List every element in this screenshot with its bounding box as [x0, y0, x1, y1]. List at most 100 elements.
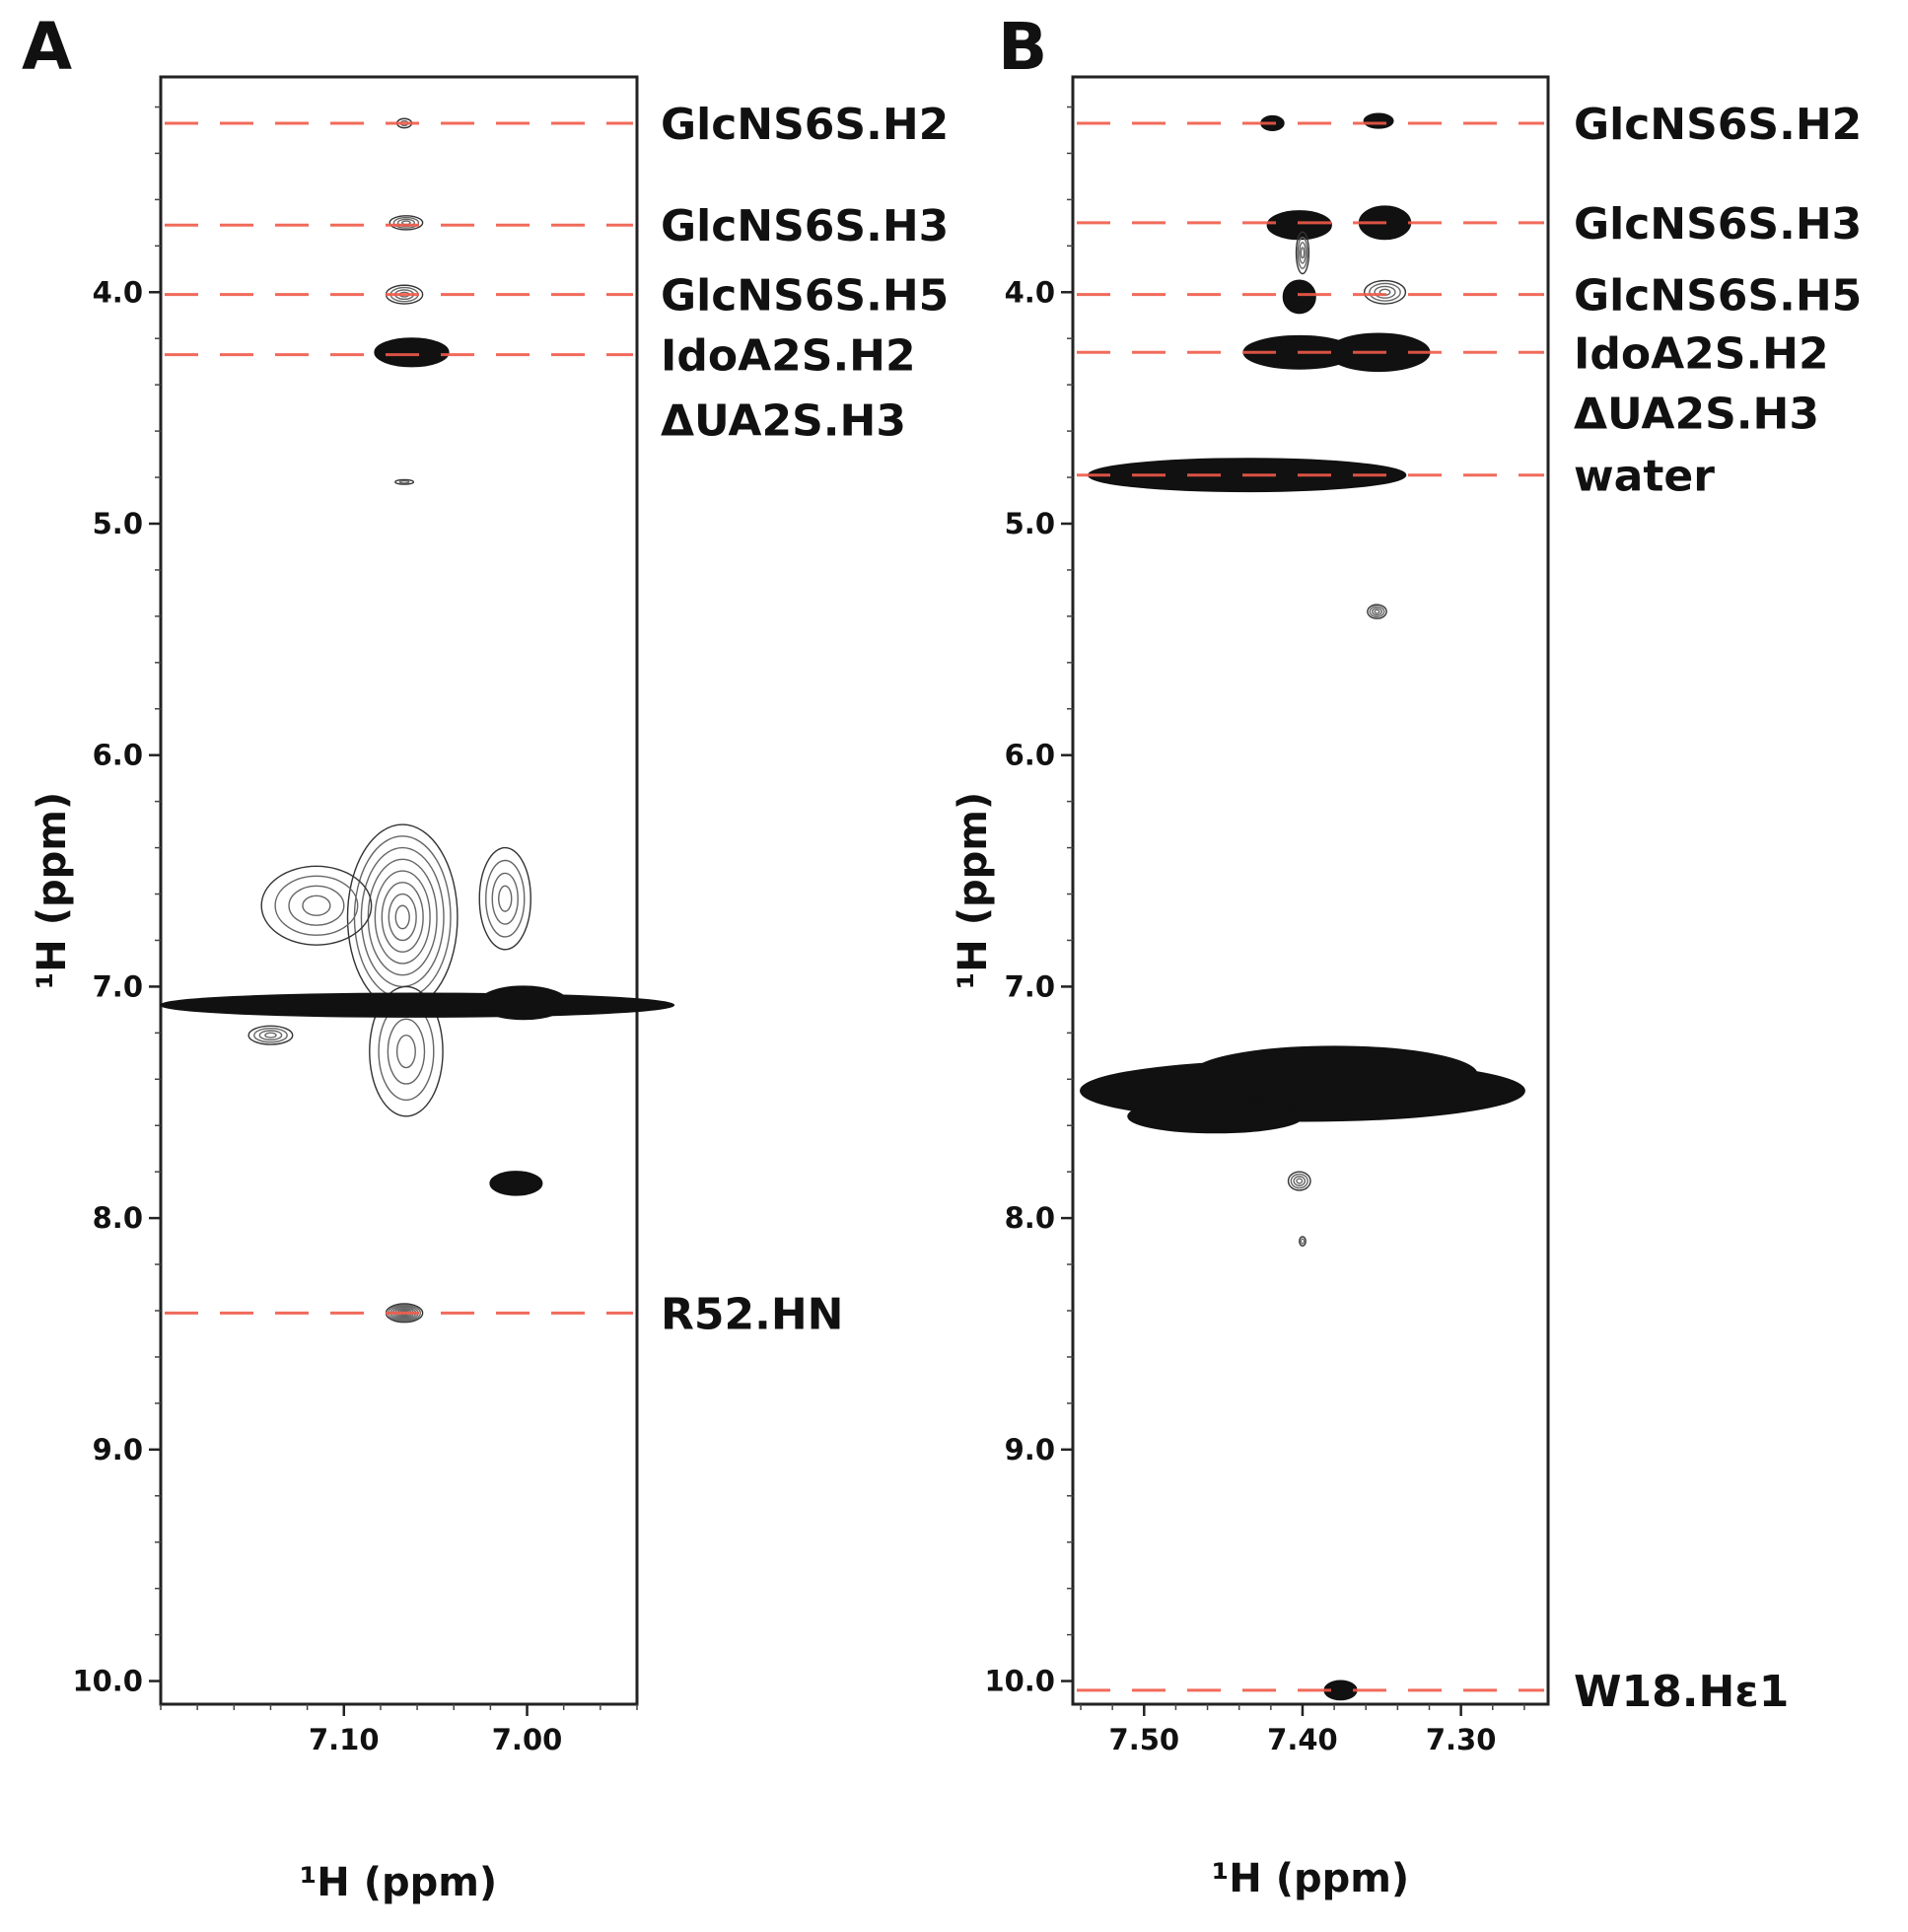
panel-a-peak-contour — [387, 1018, 426, 1085]
panel-a-peak-contour — [388, 893, 417, 942]
panel-b-y-tick-label: 5.0 — [1005, 507, 1055, 540]
panel-a-x-tick-label: 7.00 — [492, 1723, 563, 1756]
panel-a-peak-contour — [394, 478, 415, 485]
panel-b-peak — [1266, 210, 1332, 241]
panel-b-peak — [1367, 604, 1387, 619]
panel-b-peak-core — [1363, 112, 1394, 129]
panel-a-peak — [394, 478, 415, 485]
panel-b-x-tick-label: 7.50 — [1109, 1723, 1180, 1756]
panel-b-peak-contour — [1367, 604, 1387, 619]
panel-a-peak-contour — [394, 904, 410, 930]
panel-a-peak-core — [374, 337, 450, 368]
panel-a-peak-core — [489, 1171, 543, 1196]
panel-b-peak-contour — [1287, 1171, 1311, 1191]
panel-a-x-tick-label: 7.10 — [309, 1723, 380, 1756]
panel-b-y-tick-label: 9.0 — [1005, 1433, 1055, 1467]
panel-a: 4.0 5.0 6.0 7.0 8.0 9.0 10.0 7.10 7.00 GlcNS6S.H2… — [30, 75, 949, 1905]
panel-a-y-tick-label: 10.0 — [72, 1665, 143, 1698]
panel-a-peak-contour — [346, 823, 459, 1011]
panel-b-peak-core — [1190, 1045, 1478, 1104]
panel-b-peak-contour — [1369, 606, 1385, 618]
panel-b-peak-contour — [1299, 1236, 1307, 1247]
panel-a-peak-contour — [302, 894, 331, 916]
panel-b-peak-contour — [1299, 242, 1307, 264]
panel-letter-a: A — [22, 9, 72, 85]
panel-b-peak-contour — [1300, 1238, 1306, 1245]
panel-a-peak-contour — [478, 846, 531, 951]
panel-b-peak — [1363, 279, 1407, 305]
panel-a-assignment-label: IdoA2S.H2 — [661, 331, 916, 382]
panel-a-y-tick-label: 7.0 — [93, 969, 143, 1003]
panel-b-assignment-label: IdoA2S.H2 — [1574, 328, 1829, 379]
panel-b-peak-contour — [1296, 1178, 1304, 1184]
panel-b-peak-contour — [1374, 608, 1380, 614]
panel-b-assignment-label: ΔUA2S.H3 — [1574, 389, 1819, 439]
panel-a-assignment-label: R52.HN — [661, 1289, 843, 1339]
panel-a-y-tick-label: 5.0 — [93, 507, 143, 540]
panel-b-peak — [1295, 231, 1310, 275]
panel-a-peak-contour — [389, 215, 424, 231]
panel-b-peak-contour — [1300, 247, 1306, 259]
panel-a-peak-contour — [367, 858, 438, 976]
panel-b-peak-core — [1127, 1099, 1304, 1134]
panel-b-peak — [1127, 1099, 1304, 1134]
panel-b-peak-contour — [1290, 1173, 1308, 1189]
panel-a-peak-contour — [253, 1027, 288, 1043]
panel-a-y-tick-label: 6.0 — [93, 739, 143, 772]
panel-a-peak-core — [478, 985, 569, 1021]
panel-b-peak-core — [1282, 279, 1316, 315]
panel-a-peak-contour — [381, 882, 424, 953]
panel-b-peak-contour — [1363, 279, 1407, 305]
panel-a-peak-contour — [395, 1034, 416, 1069]
panel-a-peak — [389, 215, 424, 231]
panel-a-peak-contour — [360, 846, 445, 988]
panel-b-peak-contour — [1374, 285, 1396, 299]
panel-b-peak — [1282, 279, 1316, 315]
panel-a-assignment-label: ΔUA2S.H3 — [661, 395, 906, 446]
panel-a-peak — [160, 992, 675, 1018]
panel-a-y-axis-label: ¹H (ppm) — [30, 792, 75, 989]
panel-b-y-tick-label: 10.0 — [984, 1665, 1055, 1698]
panel-b-assignment-label: GlcNS6S.H3 — [1574, 199, 1862, 250]
panel-a-peak — [260, 865, 373, 946]
panel-a-assignment-label: GlcNS6S.H5 — [661, 271, 949, 322]
panel-a-peak-contour — [498, 885, 513, 912]
panel-b-peak — [1287, 1171, 1311, 1191]
panel-b-x-tick-label: 7.30 — [1426, 1723, 1497, 1756]
panel-b-peak — [1299, 1236, 1307, 1247]
panel-b-y-axis-label: ¹H (ppm) — [951, 792, 996, 989]
panel-b-peak-contour — [1293, 1176, 1307, 1186]
panel-b-y-tick-label: 6.0 — [1005, 739, 1055, 772]
panel-a-x-axis-label: ¹H (ppm) — [300, 1860, 497, 1905]
panel-a-peak — [478, 985, 569, 1021]
panel-a-peak — [478, 846, 531, 951]
panel-a-peak-contour — [274, 875, 359, 936]
panel-a-peak — [247, 1025, 294, 1045]
panel-a-peak — [346, 823, 459, 1011]
panel-b-y-tick-label: 7.0 — [1005, 969, 1055, 1003]
panel-a-assignment-label: GlcNS6S.H2 — [661, 100, 949, 150]
panel-a-peak-contour — [485, 859, 526, 938]
panel-a-peak-contour — [258, 1030, 283, 1041]
panel-a-peak — [489, 1171, 543, 1196]
panel-b: 4.0 5.0 6.0 7.0 8.0 9.0 10.0 7.50 7.40 7.30 GlcNS6… — [951, 75, 1862, 1901]
panel-a-frame — [159, 75, 639, 1706]
panel-b-assignment-label: W18.Hε1 — [1574, 1667, 1789, 1717]
panel-b-peak — [1363, 112, 1394, 129]
panel-b-y-tick-label: 4.0 — [1005, 275, 1055, 309]
panel-b-peak-core — [1266, 210, 1332, 241]
panel-b-peak-contour — [1297, 236, 1308, 269]
panel-a-peak-contour — [491, 872, 519, 925]
panel-a-peak-contour — [369, 985, 444, 1117]
panel-b-assignment-label: water — [1574, 452, 1715, 502]
panel-b-peak-contour — [1295, 231, 1310, 275]
panel-a-y-tick-label: 4.0 — [93, 275, 143, 309]
panel-b-peak-contour — [1369, 282, 1401, 302]
panel-b-y-tick-label: 8.0 — [1005, 1201, 1055, 1235]
panel-a-peak-core — [160, 992, 675, 1018]
panel-a-peak — [374, 337, 450, 368]
panel-a-peak-contour — [398, 479, 410, 484]
panel-b-assignment-label: GlcNS6S.H5 — [1574, 271, 1862, 322]
panel-a-peak-contour — [247, 1025, 294, 1045]
